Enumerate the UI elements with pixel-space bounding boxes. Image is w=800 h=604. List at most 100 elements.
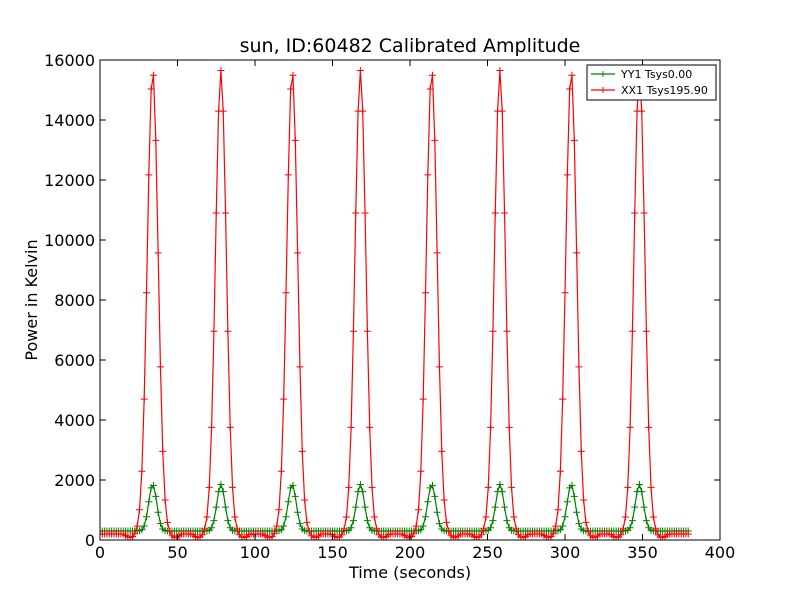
legend-frame: [586, 64, 717, 101]
data-point-marker: [491, 503, 499, 511]
data-point-marker: [282, 289, 290, 297]
data-point-marker: [231, 513, 239, 521]
data-point-marker: [431, 492, 439, 500]
data-point-marker: [424, 498, 432, 506]
data-point-marker: [410, 529, 418, 537]
y-tick-label: 4000: [54, 411, 95, 430]
y-tick-label: 14000: [44, 111, 95, 130]
data-point-marker: [359, 488, 367, 496]
data-point-marker: [570, 136, 578, 144]
data-point-marker: [205, 483, 213, 491]
x-tick-label: 300: [550, 543, 581, 562]
data-point-marker: [626, 524, 634, 532]
data-point-marker: [498, 107, 506, 115]
data-point-marker: [554, 506, 562, 514]
data-point-marker: [229, 483, 237, 491]
data-point-marker: [143, 289, 150, 297]
data-point-marker: [149, 481, 157, 489]
data-point-marker: [552, 522, 560, 530]
data-point-marker: [428, 481, 436, 489]
plot-area: [100, 67, 692, 540]
data-point-marker: [159, 447, 167, 455]
data-point-marker: [224, 327, 232, 335]
data-point-marker: [573, 249, 581, 257]
data-point-marker: [154, 508, 162, 516]
data-point-marker: [510, 513, 518, 521]
x-tick-label: 100: [240, 543, 271, 562]
data-point-marker: [363, 327, 371, 335]
chart-legend: YY1 Tsys0.00 XX1 Tsys195.90: [586, 64, 717, 101]
data-point-marker: [161, 496, 169, 504]
data-point-marker: [628, 327, 636, 335]
data-point-marker: [156, 363, 164, 371]
data-point-marker: [282, 513, 290, 521]
data-point-marker: [152, 136, 160, 144]
data-point-marker: [149, 71, 157, 79]
data-point-marker: [645, 423, 653, 431]
data-point-marker: [138, 526, 146, 534]
data-point-marker: [210, 517, 218, 525]
data-point-marker: [222, 503, 230, 511]
data-point-marker: [638, 488, 646, 496]
data-point-marker: [154, 249, 162, 257]
data-point-marker: [617, 531, 625, 539]
data-point-marker: [163, 518, 171, 526]
data-point-marker: [561, 289, 569, 297]
data-point-marker: [212, 209, 220, 217]
x-tick-label: 0: [95, 543, 105, 562]
data-point-marker: [140, 522, 148, 530]
data-point-marker: [147, 85, 155, 93]
data-point-marker: [498, 488, 506, 496]
y-tick-label: 8000: [54, 291, 95, 310]
data-point-marker: [294, 249, 302, 257]
data-point-marker: [219, 488, 227, 496]
data-point-marker: [280, 522, 288, 530]
x-tick-label: 150: [317, 543, 348, 562]
data-point-marker: [556, 467, 564, 475]
data-point-marker: [203, 513, 211, 521]
data-point-marker: [294, 508, 302, 516]
data-point-marker: [298, 447, 306, 455]
data-point-marker: [419, 522, 427, 530]
data-point-marker: [652, 525, 660, 533]
data-point-marker: [508, 483, 516, 491]
data-point-marker: [305, 527, 313, 535]
data-point-marker: [422, 513, 429, 521]
data-point-marker: [422, 289, 429, 297]
data-point-marker: [642, 327, 650, 335]
data-point-marker: [649, 513, 657, 521]
y-tick-label: 16000: [44, 51, 95, 70]
data-point-marker: [222, 209, 230, 217]
data-point-marker: [440, 496, 448, 504]
data-point-marker: [345, 483, 353, 491]
data-point-marker: [277, 526, 285, 534]
legend-marker: [600, 87, 606, 93]
legend-marker: [600, 71, 606, 77]
data-point-marker: [563, 498, 571, 506]
data-point-marker: [226, 423, 234, 431]
data-point-marker: [136, 506, 144, 514]
data-point-marker: [156, 520, 164, 528]
data-point-marker: [210, 327, 218, 335]
data-point-marker: [340, 525, 348, 533]
data-point-marker: [356, 481, 364, 488]
data-point-marker: [356, 67, 364, 74]
data-point-marker: [270, 529, 278, 537]
data-point-marker: [217, 67, 225, 74]
data-point-marker: [484, 483, 492, 491]
data-point-marker: [347, 423, 355, 431]
legend-label: XX1 Tsys195.90: [621, 84, 708, 97]
data-point-marker: [570, 492, 578, 500]
data-point-marker: [338, 531, 346, 539]
data-point-marker: [431, 136, 439, 144]
data-point-marker: [224, 517, 232, 525]
data-point-marker: [284, 171, 292, 179]
data-point-marker: [491, 209, 499, 217]
data-point-marker: [166, 527, 174, 535]
data-point-marker: [342, 513, 350, 521]
data-point-marker: [366, 423, 374, 431]
data-point-marker: [433, 249, 441, 257]
data-point-marker: [140, 395, 148, 403]
chart-title: sun, ID:60482 Calibrated Amplitude: [240, 35, 581, 57]
